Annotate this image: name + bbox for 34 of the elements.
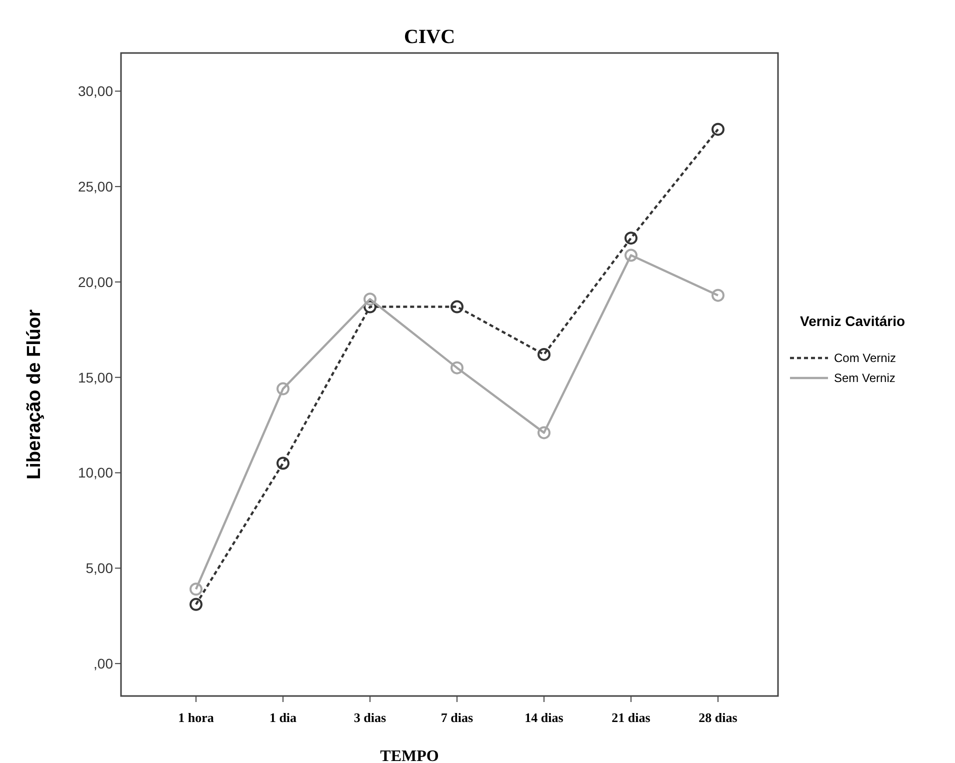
x-tick-label: 3 dias bbox=[354, 710, 386, 725]
y-tick-label: 20,00 bbox=[78, 274, 114, 290]
y-axis-title: Liberação de Flúor bbox=[24, 308, 45, 480]
point bbox=[538, 348, 550, 361]
y-tick-label: 10,00 bbox=[78, 464, 114, 481]
legend-title: Verniz Cavitário bbox=[800, 313, 906, 329]
point bbox=[364, 292, 376, 306]
point bbox=[450, 300, 464, 314]
y-tick-label: 25,00 bbox=[78, 178, 114, 194]
point bbox=[190, 598, 202, 611]
x-tick-label: 14 dias bbox=[524, 710, 564, 725]
point bbox=[624, 232, 638, 245]
point bbox=[190, 582, 202, 596]
point bbox=[450, 361, 464, 374]
legend-label: Com Verniz bbox=[834, 351, 896, 366]
point bbox=[712, 122, 724, 136]
x-tick-label: 21 dias bbox=[612, 710, 650, 725]
y-tick-label: 15,00 bbox=[78, 369, 114, 386]
y-tick-label: 5,00 bbox=[86, 560, 114, 576]
x-tick-label: 7 dias bbox=[440, 710, 474, 725]
x-axis-title: TEMPO bbox=[380, 748, 439, 763]
point bbox=[538, 426, 550, 440]
y-tick-label: 30,00 bbox=[78, 83, 114, 100]
point bbox=[276, 456, 290, 470]
point bbox=[276, 382, 290, 396]
x-tick-label: 1 hora bbox=[178, 710, 214, 725]
y-tick-label: ,00 bbox=[94, 655, 114, 672]
x-tick-label: 1 dia bbox=[269, 710, 298, 725]
chart-title: CIVC bbox=[404, 26, 456, 48]
x-tick-label: 28 dias bbox=[698, 710, 738, 725]
legend-label: Sem Verniz bbox=[834, 371, 896, 386]
point bbox=[624, 248, 638, 262]
point bbox=[364, 300, 376, 314]
point bbox=[712, 288, 724, 302]
